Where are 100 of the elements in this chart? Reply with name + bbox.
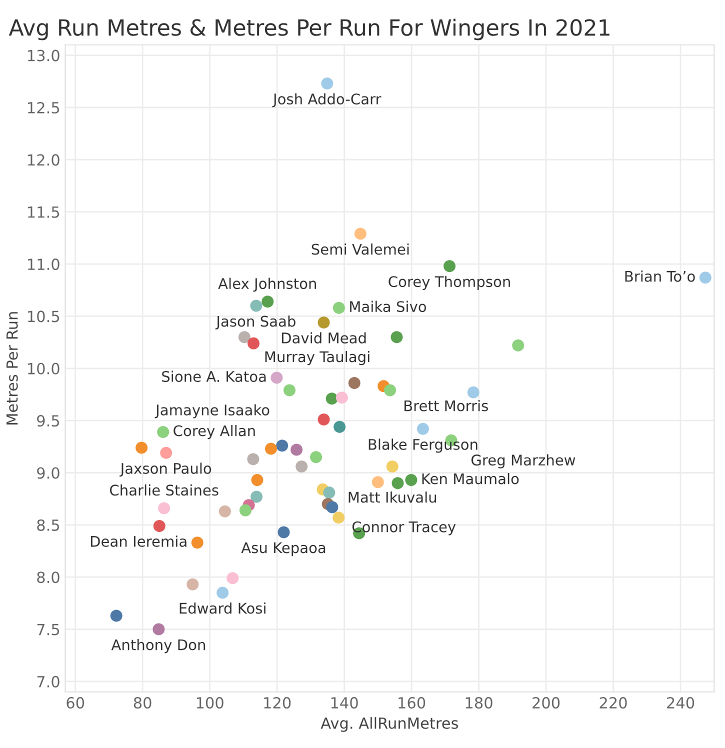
point — [186, 578, 199, 590]
point — [250, 490, 263, 503]
annotation: Brett Morris — [404, 400, 488, 412]
point — [405, 474, 418, 486]
point — [248, 337, 260, 350]
annotation: Anthony Don — [111, 639, 205, 654]
x-tick-label: 160 — [398, 697, 426, 709]
point — [296, 460, 308, 472]
point — [348, 376, 360, 390]
point — [226, 572, 239, 584]
annotation: Jason Saab — [215, 315, 296, 330]
y-tick-label: 8.0 — [37, 572, 60, 584]
point — [153, 520, 166, 532]
point — [310, 451, 322, 464]
y-tick-label: 9.5 — [37, 415, 60, 427]
point — [110, 610, 122, 622]
x-tick-label: 60 — [66, 697, 84, 709]
y-axis-title: Metres Per Run — [6, 312, 18, 424]
point — [158, 502, 170, 514]
y-tick-label: 10.0 — [28, 362, 60, 374]
point — [270, 372, 283, 384]
annotation: Ken Maumalo — [422, 472, 519, 484]
x-tick-label: 80 — [134, 697, 152, 709]
annotation: Matt Ikuvalu — [348, 491, 436, 503]
y-tick-label: 7.5 — [37, 624, 60, 636]
point — [283, 384, 296, 396]
annotation: Jaxson Paulo — [120, 462, 212, 477]
y-tick-label: 7.0 — [37, 676, 60, 688]
x-axis-title: Avg. AllRunMetres — [320, 717, 458, 732]
point — [290, 444, 303, 456]
point — [416, 422, 429, 435]
annotation: Semi Valemei — [312, 243, 409, 255]
annotation: Maika Sivo — [350, 300, 426, 312]
point — [384, 384, 396, 396]
point — [247, 453, 260, 466]
y-tick-label: 11.0 — [28, 258, 60, 270]
point — [699, 272, 712, 284]
point — [354, 228, 366, 240]
point — [512, 339, 524, 352]
point — [326, 392, 338, 405]
annotation: Charlie Staines — [110, 484, 218, 496]
annotation: David Mead — [282, 332, 366, 344]
point — [136, 442, 148, 454]
point — [239, 504, 252, 516]
x-tick-label: 100 — [196, 697, 224, 709]
annotation: Dean Ieremia — [90, 536, 186, 547]
annotation: Sione A. Katoa — [162, 370, 266, 382]
point — [157, 426, 170, 438]
point — [191, 536, 204, 549]
point — [386, 460, 398, 472]
point — [264, 442, 278, 455]
y-tick-label: 10.5 — [28, 310, 60, 322]
point — [467, 386, 480, 398]
point — [323, 486, 336, 499]
point — [332, 302, 345, 314]
point — [334, 420, 346, 433]
y-tick-label: 12.5 — [28, 102, 60, 114]
point — [326, 501, 338, 514]
point — [251, 474, 264, 486]
x-tick-label: 120 — [264, 697, 291, 709]
annotation: Corey Allan — [174, 424, 255, 440]
y-tick-label: 8.5 — [37, 519, 60, 531]
point — [218, 505, 231, 518]
y-tick-label: 11.5 — [28, 206, 60, 218]
point — [321, 77, 334, 90]
annotation: Brian To’o — [625, 270, 695, 282]
x-tick-label: 140 — [331, 697, 358, 709]
annotation: Edward Kosi — [180, 602, 266, 614]
annotation: Josh Addo-Carr — [272, 93, 382, 108]
point — [336, 392, 348, 404]
point — [318, 316, 330, 328]
point — [392, 477, 404, 490]
point — [278, 526, 290, 538]
point — [318, 414, 330, 426]
annotation: Jamayne Isaako — [154, 404, 270, 418]
y-tick-label: 12.0 — [28, 154, 60, 166]
annotation: Murray Taulagi — [265, 350, 370, 366]
point — [444, 260, 456, 272]
point — [160, 446, 172, 459]
x-tick-label: 180 — [466, 697, 492, 709]
chart-title: Avg Run Metres & Metres Per Run For Wingers In 2021 — [8, 18, 610, 40]
annotation: Corey Thompson — [388, 276, 510, 290]
annotation: Blake Ferguson — [368, 438, 478, 453]
annotation: Greg Marzhew — [471, 454, 576, 468]
point — [216, 586, 229, 599]
point — [250, 300, 262, 312]
x-tick-label: 200 — [532, 697, 560, 709]
point — [152, 623, 165, 636]
annotation: Asu Kepaoa — [241, 542, 326, 556]
x-tick-label: 240 — [667, 697, 694, 709]
y-tick-label: 9.0 — [37, 467, 60, 479]
x-tick-label: 220 — [600, 697, 627, 709]
point — [372, 476, 384, 488]
point — [332, 512, 345, 524]
point — [390, 331, 403, 344]
point — [238, 331, 250, 344]
y-tick-label: 13.0 — [28, 50, 60, 62]
annotation: Alex Johnston — [218, 278, 316, 292]
annotation: Connor Tracey — [352, 521, 456, 536]
point — [262, 296, 274, 308]
